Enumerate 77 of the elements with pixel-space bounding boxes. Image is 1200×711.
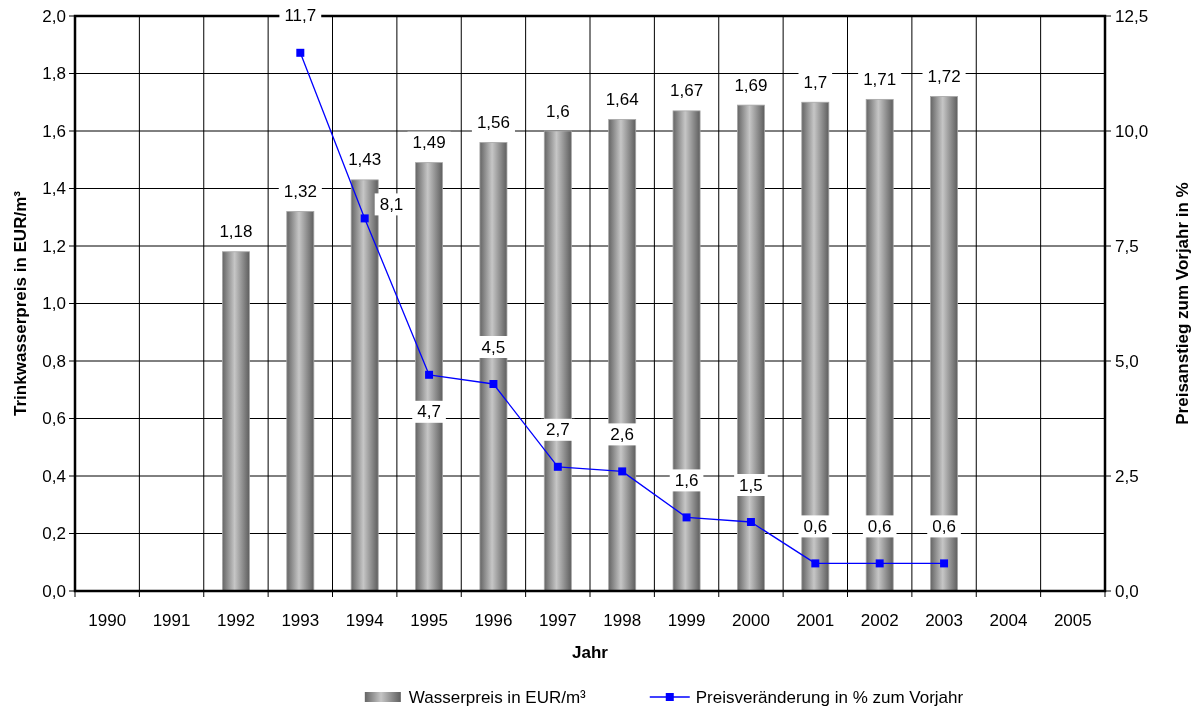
data-label: 8,1 <box>379 194 404 214</box>
x-tick-label: 1992 <box>217 610 255 630</box>
y-tick-label: 1,8 <box>42 64 66 83</box>
data-label: 0,6 <box>932 516 956 536</box>
data-label: 1,64 <box>605 90 639 109</box>
bar <box>350 179 379 592</box>
data-label: 11,7 <box>284 6 317 26</box>
point <box>682 513 691 522</box>
x-tick-label: 1991 <box>152 610 191 630</box>
data-label: 1,72 <box>927 67 961 86</box>
legend-label: Preisveränderung in % zum Vorjahr <box>695 687 964 707</box>
y2-tick-label: 12,5 <box>1115 6 1149 26</box>
data-label: 1,6 <box>674 470 699 490</box>
x-tick-label: 2001 <box>796 610 835 630</box>
point <box>746 518 755 526</box>
y2-tick-label: 0,0 <box>1115 581 1139 601</box>
data-label: 0,6 <box>803 516 828 536</box>
y-tick-label: 0,8 <box>42 351 66 371</box>
point <box>360 214 369 223</box>
data-label: 1,69 <box>734 75 768 95</box>
data-label: 1,5 <box>739 475 763 495</box>
data-label: 2,6 <box>610 424 635 444</box>
x-tick-label: 1997 <box>538 610 577 630</box>
data-label: 1,56 <box>476 113 510 132</box>
x-tick-label: 1999 <box>667 610 706 630</box>
data-label: 1,67 <box>670 81 704 101</box>
point <box>553 462 562 471</box>
x-tick-label: 1996 <box>474 610 513 630</box>
data-label: 1,43 <box>348 150 382 170</box>
point <box>425 370 434 379</box>
data-label: 1,71 <box>863 69 897 89</box>
y2-tick-label: 7,5 <box>1115 236 1139 256</box>
x-tick-label: 1993 <box>281 610 320 630</box>
x-axis-title: Jahr <box>572 642 609 662</box>
point <box>618 467 627 476</box>
data-label: 1,32 <box>283 182 317 201</box>
x-tick-label: 1998 <box>603 610 642 630</box>
y-tick-label: 0,0 <box>42 581 66 601</box>
point <box>940 559 949 568</box>
data-label: 1,7 <box>803 72 828 92</box>
x-tick-label: 1994 <box>345 610 384 630</box>
y2-tick-label: 10,0 <box>1115 121 1149 141</box>
x-tick-label: 2000 <box>732 610 770 630</box>
x-tick-label: 2003 <box>925 610 963 630</box>
data-label: 1,18 <box>219 222 253 242</box>
x-tick-label: 2004 <box>989 610 1028 630</box>
x-tick-label: 2002 <box>860 610 899 630</box>
point <box>489 380 498 388</box>
data-label: 1,6 <box>545 101 570 121</box>
bar <box>479 142 508 592</box>
data-label: 4,7 <box>417 402 441 422</box>
point <box>811 559 820 568</box>
y2-tick-label: 2,5 <box>1115 466 1139 486</box>
bar <box>608 119 637 592</box>
data-label: 1,49 <box>412 133 446 153</box>
y2-axis-title: Preisanstieg zum Vorjahr in % <box>1172 182 1192 425</box>
y-tick-label: 1,0 <box>42 294 66 313</box>
y-tick-label: 0,4 <box>42 466 66 486</box>
legend-label: Wasserpreis in EUR/m³ <box>408 687 587 707</box>
y-tick-label: 1,4 <box>42 179 66 198</box>
x-tick-label: 1990 <box>88 610 127 630</box>
y-tick-label: 1,6 <box>42 121 66 141</box>
y-tick-label: 1,2 <box>42 236 66 256</box>
data-label: 4,5 <box>481 337 506 357</box>
data-label: 2,7 <box>545 420 570 440</box>
y2-tick-label: 5,0 <box>1115 351 1139 371</box>
bar <box>286 211 315 592</box>
y-tick-label: 2,0 <box>42 6 66 26</box>
x-tick-label: 1995 <box>410 610 448 630</box>
bar <box>222 251 250 592</box>
point <box>875 559 884 568</box>
point <box>296 48 305 57</box>
y-axis-title: Trinkwasserpreis in EUR/m³ <box>10 190 30 416</box>
y-tick-label: 0,6 <box>42 409 66 428</box>
data-label: 0,6 <box>867 516 892 536</box>
x-tick-label: 2005 <box>1053 610 1092 630</box>
y-tick-label: 0,2 <box>42 524 66 543</box>
